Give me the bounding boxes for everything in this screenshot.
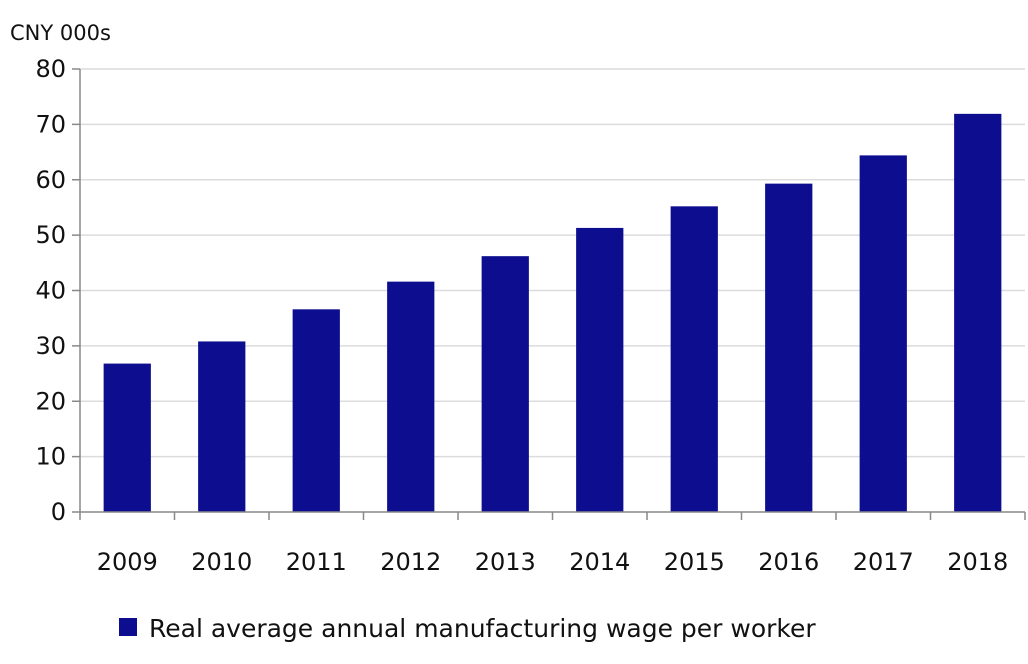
- bar-2014: [576, 227, 624, 512]
- x-tick-label: 2017: [853, 548, 914, 576]
- x-tick-label: 2014: [569, 548, 630, 576]
- x-tick-label: 2015: [664, 548, 725, 576]
- legend-label: Real average annual manufacturing wage p…: [149, 614, 816, 643]
- x-tick-label: 2016: [758, 548, 819, 576]
- y-tick-label: 20: [35, 387, 66, 415]
- y-tick-label: 50: [35, 221, 66, 249]
- bar-2011: [292, 309, 340, 512]
- bar-2010: [198, 341, 246, 512]
- bar-2015: [670, 206, 718, 512]
- bar-2016: [765, 183, 813, 512]
- x-tick-label: 2011: [286, 548, 347, 576]
- x-axis-ticks: 2009 2010 2011 2012 2013 2014 2015 2016 2017 2018: [79, 512, 1026, 576]
- x-tick-label: 2010: [191, 548, 252, 576]
- x-tick-label: 2018: [947, 548, 1008, 576]
- bars: [103, 113, 1002, 512]
- y-tick-label: 70: [35, 110, 66, 138]
- bar-2009: [103, 363, 151, 512]
- y-tick-label: 30: [35, 332, 66, 360]
- y-tick-label: 80: [35, 55, 66, 83]
- y-tick-label: 10: [35, 443, 66, 471]
- bar-2017: [859, 155, 907, 512]
- y-axis-unit-label: CNY 000s: [10, 21, 111, 45]
- bar-2012: [387, 281, 435, 512]
- x-tick-label: 2012: [380, 548, 441, 576]
- x-tick-label: 2013: [475, 548, 536, 576]
- legend-swatch: [119, 618, 137, 636]
- x-tick-label: 2009: [97, 548, 158, 576]
- y-tick-label: 60: [35, 166, 66, 194]
- y-tick-label: 0: [51, 498, 66, 526]
- y-axis-ticks: 0 10 20 30 40 50 60 70 80: [35, 55, 80, 526]
- bar-2018: [954, 113, 1002, 512]
- y-tick-label: 40: [35, 277, 66, 305]
- legend: Real average annual manufacturing wage p…: [119, 614, 816, 643]
- bar-2013: [481, 256, 529, 512]
